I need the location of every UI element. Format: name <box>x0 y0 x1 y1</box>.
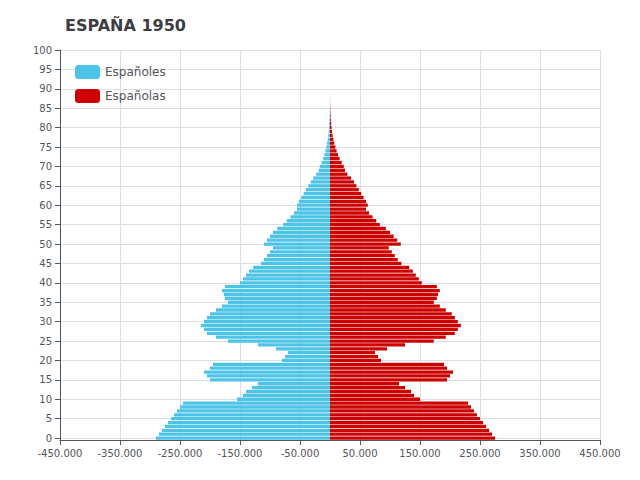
svg-text:20: 20 <box>39 355 52 366</box>
svg-text:10: 10 <box>39 394 52 405</box>
svg-text:-50.000: -50.000 <box>281 448 320 459</box>
svg-text:50: 50 <box>39 239 52 250</box>
svg-text:40: 40 <box>39 277 52 288</box>
svg-text:45: 45 <box>39 258 52 269</box>
svg-text:150.000: 150.000 <box>399 448 440 459</box>
svg-text:75: 75 <box>39 142 52 153</box>
svg-text:25: 25 <box>39 336 52 347</box>
svg-text:-450.000: -450.000 <box>38 448 83 459</box>
svg-text:0: 0 <box>46 433 52 444</box>
svg-text:90: 90 <box>39 83 52 94</box>
svg-text:ESPAÑA 1950: ESPAÑA 1950 <box>65 16 186 35</box>
svg-text:Españoles: Españoles <box>105 65 166 79</box>
svg-text:350.000: 350.000 <box>519 448 560 459</box>
svg-text:-150.000: -150.000 <box>218 448 263 459</box>
svg-text:-250.000: -250.000 <box>158 448 203 459</box>
svg-text:35: 35 <box>39 297 52 308</box>
svg-text:60: 60 <box>39 200 52 211</box>
svg-text:15: 15 <box>39 374 52 385</box>
svg-text:-350.000: -350.000 <box>98 448 143 459</box>
svg-text:95: 95 <box>39 64 52 75</box>
svg-text:70: 70 <box>39 161 52 172</box>
svg-text:250.000: 250.000 <box>459 448 500 459</box>
svg-text:Españolas: Españolas <box>105 89 166 103</box>
svg-text:50.000: 50.000 <box>343 448 378 459</box>
svg-text:65: 65 <box>39 180 52 191</box>
svg-text:80: 80 <box>39 122 52 133</box>
svg-text:30: 30 <box>39 316 52 327</box>
svg-text:100: 100 <box>33 45 52 56</box>
svg-text:55: 55 <box>39 219 52 230</box>
svg-text:5: 5 <box>46 413 52 424</box>
svg-text:85: 85 <box>39 103 52 114</box>
svg-text:450.000: 450.000 <box>579 448 620 459</box>
